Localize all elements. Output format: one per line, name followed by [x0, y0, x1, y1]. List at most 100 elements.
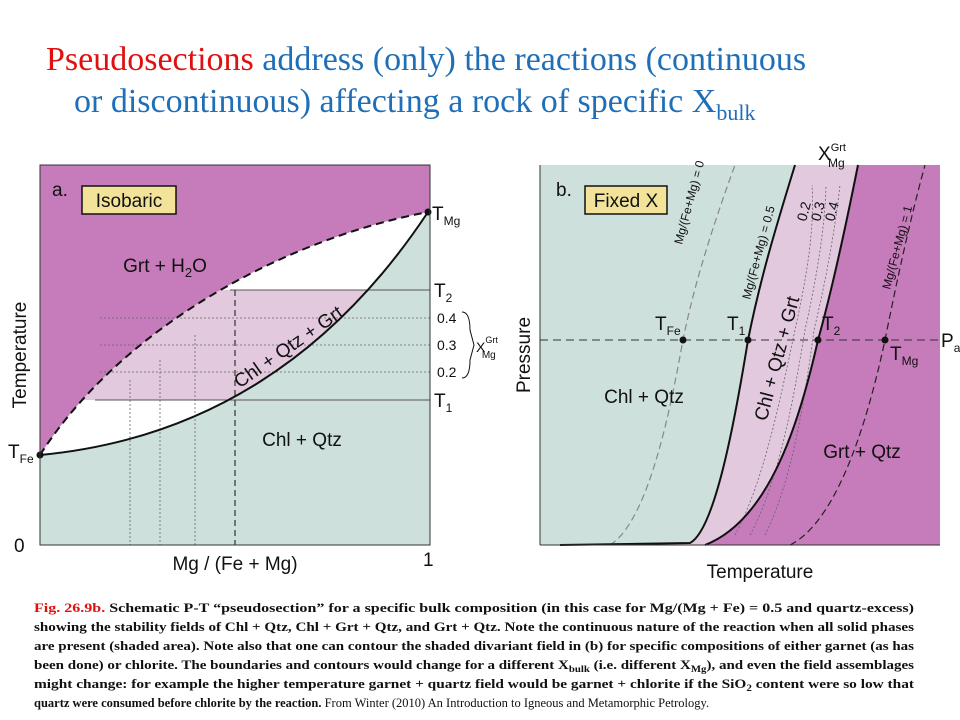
field-label: Grt + Qtz	[823, 442, 901, 463]
p-a: Pa	[941, 331, 960, 355]
t2: T2	[822, 314, 841, 338]
y-axis-label: Temperature	[10, 302, 31, 409]
x-grt-label: XGrt Mg	[476, 335, 498, 361]
title-line-2: or discontinuous) affecting a rock of sp…	[74, 83, 755, 125]
caption-line: Fig. 26.9b. Schematic P-T “pseudosection…	[34, 601, 914, 615]
t: T	[432, 204, 444, 225]
contour-label: 0.4	[437, 310, 457, 326]
superscript: Grt	[831, 142, 846, 154]
x: X	[476, 339, 486, 355]
upper-boundary	[39, 211, 429, 456]
point	[881, 336, 889, 344]
contours	[734, 184, 841, 536]
t: T	[822, 314, 834, 335]
field-label: Grt + H2O	[123, 256, 207, 280]
subscript: Mg	[691, 664, 707, 674]
brace	[461, 311, 475, 379]
t-fe: TFe	[8, 442, 34, 466]
subscript: Fe	[667, 324, 681, 338]
title-text: or discontinuous) affecting a rock of sp…	[74, 83, 716, 120]
subscript: Mg	[482, 350, 496, 361]
field-text: Grt + H	[123, 256, 185, 277]
contours	[100, 317, 430, 545]
caption: Fig. 26.9b. Schematic P-T “pseudosection…	[34, 601, 915, 710]
t-mg: TMg	[890, 344, 918, 368]
caption-line: been done) or chlorite. The boundaries a…	[34, 658, 914, 674]
label-box	[584, 185, 668, 215]
title-keyword: Pseudosections	[46, 41, 254, 78]
x-axis-label: Temperature	[707, 562, 814, 583]
subscript: 2	[746, 683, 752, 693]
caption-line: showing the stability fields of Chl + Qt…	[34, 620, 914, 634]
t: T	[434, 391, 446, 412]
panel-letter: a.	[52, 180, 68, 201]
contour-label: 0.4	[821, 200, 842, 223]
contour-label: 0.3	[437, 337, 457, 353]
caption-text: (i.e. different X	[590, 658, 691, 672]
subscript: 1	[739, 324, 746, 338]
subscript: 2	[185, 265, 192, 280]
subscript: Mg	[444, 214, 461, 228]
y-axis-label: Pressure	[514, 317, 535, 393]
caption-line: are present (shaded area). Note also tha…	[34, 639, 914, 653]
caption-line: quartz were consumed before chlorite by …	[34, 696, 709, 710]
point	[814, 336, 822, 344]
boundary	[704, 164, 859, 546]
frame	[39, 164, 431, 546]
subscript: Mg	[828, 156, 845, 170]
caption-text: ), and even the field assemblages	[706, 658, 914, 672]
contour	[749, 184, 827, 536]
t: T	[8, 442, 20, 463]
caption-line: might change: for example the higher tem…	[34, 677, 915, 693]
contour-label: 0.2	[437, 364, 457, 380]
x-axis-label: Mg / (Fe + Mg)	[172, 554, 297, 575]
t: T	[890, 344, 902, 365]
x-grt-label: XGrt Mg	[818, 142, 846, 170]
caption-text: content were so low that	[752, 677, 915, 691]
point	[679, 336, 687, 344]
subscript: Fe	[20, 452, 34, 466]
subscript: 2	[834, 324, 841, 338]
title-text: address (only) the reactions (continuous	[254, 41, 806, 78]
subscript: 2	[446, 291, 453, 305]
t: T	[727, 314, 739, 335]
title-subscript: bulk	[716, 100, 755, 125]
t1: T1	[727, 314, 746, 338]
point	[744, 336, 752, 344]
caption-text: might change: for example the higher tem…	[34, 677, 747, 691]
axis-start: 0	[14, 536, 25, 557]
t1: T1	[434, 391, 453, 415]
panel-b: b. Fixed X Mg/(Fe+Mg) = 0 Mg/(Fe+Mg) = 0…	[514, 142, 960, 583]
shaded-field	[560, 165, 858, 545]
subscript: Mg	[902, 354, 919, 368]
caption-text: been done) or chlorite. The boundaries a…	[34, 658, 569, 672]
field-text: O	[192, 256, 207, 277]
t: T	[434, 281, 446, 302]
box-label: Isobaric	[96, 191, 163, 212]
x: X	[818, 144, 831, 165]
caption-text: Schematic P-T “pseudosection” for a spec…	[105, 601, 914, 615]
t-mg: TMg	[432, 204, 460, 228]
axis-end: 1	[423, 550, 434, 571]
panel-a: a. Isobaric Grt + H2O Chl + Qtz + Grt Ch…	[8, 164, 498, 575]
contour-label: 0.3	[807, 200, 828, 223]
title-line-1: Pseudosections address (only) the reacti…	[46, 41, 806, 78]
contour-label: 0.2	[793, 200, 814, 223]
superscript: Grt	[485, 335, 498, 345]
panel-letter: b.	[556, 180, 572, 201]
figure-number: Fig. 26.9b.	[34, 601, 105, 615]
caption-text: quartz were consumed before chlorite by …	[34, 696, 321, 710]
label-box	[81, 185, 177, 215]
t-fe: TFe	[655, 314, 681, 338]
t2: T2	[434, 281, 453, 305]
source: From Winter (2010) An Introduction to Ig…	[321, 696, 709, 710]
field-label: Chl + Qtz	[604, 387, 684, 408]
p: P	[941, 331, 954, 352]
teal-field	[40, 212, 430, 545]
purple-field	[705, 165, 940, 545]
box-label: Fixed X	[594, 191, 659, 212]
t: T	[655, 314, 667, 335]
subscript: bulk	[569, 664, 590, 674]
subscript: a	[954, 341, 960, 355]
